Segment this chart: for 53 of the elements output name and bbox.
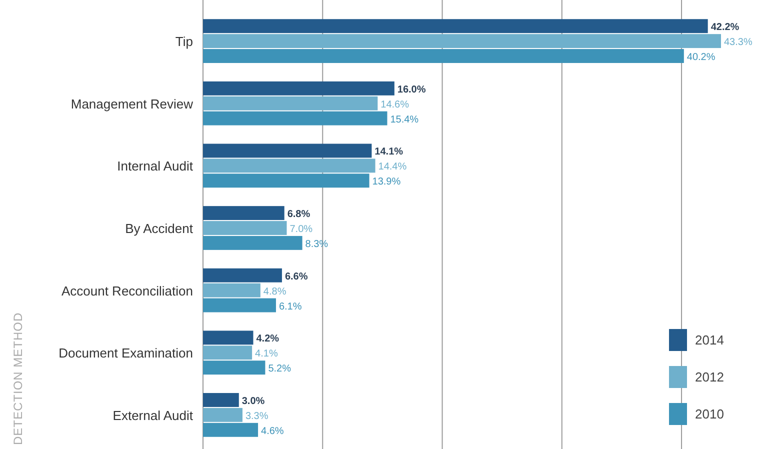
bar	[203, 268, 282, 282]
data-label: 15.4%	[390, 114, 419, 126]
bar	[203, 393, 239, 407]
bar	[203, 422, 258, 437]
data-label: 7.0%	[290, 224, 313, 235]
data-label: 4.2%	[256, 334, 280, 345]
y-tick-label: External Audit	[112, 408, 194, 423]
bar	[203, 111, 388, 126]
legend-label: 2010	[695, 406, 724, 422]
data-label: 6.8%	[287, 209, 310, 220]
data-label: 5.2%	[268, 364, 292, 375]
bar	[203, 144, 372, 158]
legend-label: 2014	[695, 332, 724, 348]
data-label: 3.0%	[242, 396, 265, 407]
bar	[203, 49, 684, 63]
bar	[203, 19, 708, 34]
data-label: 4.1%	[255, 348, 278, 360]
bar	[203, 174, 370, 188]
data-label: 14.6%	[380, 99, 410, 110]
bar	[203, 360, 266, 375]
y-tick-label: Account Reconciliation	[61, 283, 193, 298]
data-label: 16.0%	[397, 84, 426, 96]
data-label: 4.8%	[263, 286, 286, 298]
y-tick-label: Management Review	[70, 96, 194, 112]
data-label: 8.3%	[305, 238, 328, 250]
bar	[203, 34, 721, 48]
bar	[203, 206, 284, 220]
bar	[203, 158, 376, 173]
bar	[203, 81, 394, 96]
bar	[203, 346, 252, 360]
y-tick-label: Internal Audit	[117, 158, 194, 174]
data-label: 40.2%	[686, 52, 716, 64]
bar	[203, 408, 242, 422]
legend-label: 2012	[695, 370, 724, 385]
data-label: 6.1%	[278, 301, 302, 312]
data-label: 43.3%	[724, 37, 752, 48]
bar	[203, 298, 276, 312]
bar	[203, 330, 254, 345]
bar	[203, 96, 378, 110]
data-label: 42.2%	[710, 22, 740, 34]
data-label: 13.9%	[372, 176, 401, 188]
data-label: 14.1%	[374, 146, 404, 158]
bar	[203, 236, 302, 250]
bar	[203, 283, 260, 298]
data-label: 14.4%	[378, 162, 407, 173]
data-label: 3.3%	[245, 410, 268, 422]
data-label: 6.6%	[284, 271, 308, 282]
y-tick-label: By Accident	[125, 221, 194, 236]
y-tick-label: Tip	[175, 34, 193, 50]
data-label: 4.6%	[261, 426, 284, 437]
y-tick-label: Document Examination	[58, 346, 193, 361]
bar	[203, 221, 287, 235]
y-axis-title: DETECTION METHOD	[11, 312, 25, 445]
